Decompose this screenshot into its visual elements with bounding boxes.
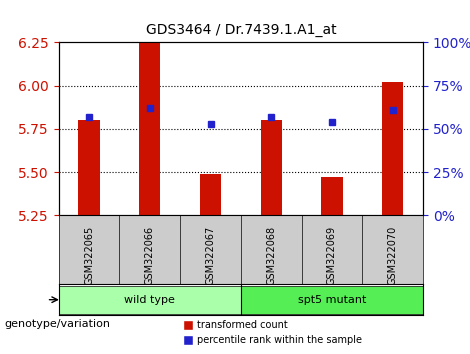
Text: genotype/variation: genotype/variation xyxy=(5,319,111,329)
Text: GSM322068: GSM322068 xyxy=(266,225,276,285)
Bar xyxy=(382,82,403,215)
Legend: transformed count, percentile rank within the sample: transformed count, percentile rank withi… xyxy=(179,316,366,349)
Bar xyxy=(200,174,221,215)
Text: GSM322067: GSM322067 xyxy=(205,225,216,285)
Text: GSM322066: GSM322066 xyxy=(145,225,155,285)
Title: GDS3464 / Dr.7439.1.A1_at: GDS3464 / Dr.7439.1.A1_at xyxy=(146,23,336,37)
Text: GSM322070: GSM322070 xyxy=(388,225,398,285)
Bar xyxy=(139,42,160,215)
FancyBboxPatch shape xyxy=(59,286,241,314)
Text: spt5 mutant: spt5 mutant xyxy=(298,295,366,305)
Bar xyxy=(78,120,100,215)
Bar xyxy=(260,120,282,215)
Text: wild type: wild type xyxy=(125,295,175,305)
FancyBboxPatch shape xyxy=(241,286,423,314)
Text: GSM322069: GSM322069 xyxy=(327,225,337,285)
Text: GSM322065: GSM322065 xyxy=(84,225,94,285)
Bar xyxy=(321,177,343,215)
